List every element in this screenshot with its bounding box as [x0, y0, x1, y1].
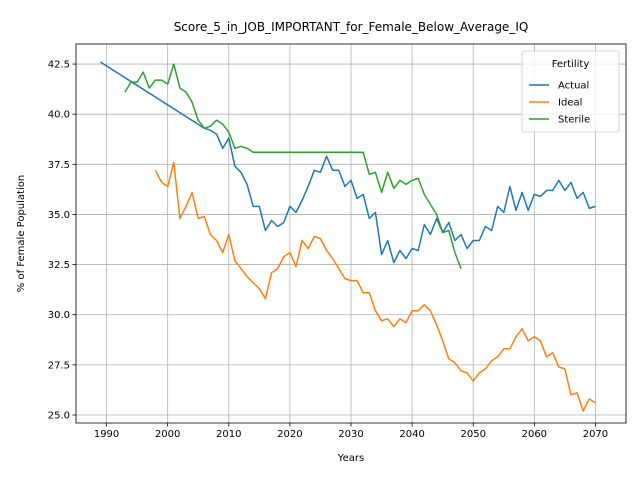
x-tick-label: 2020 — [277, 429, 302, 440]
x-tick-label: 2070 — [583, 429, 608, 440]
x-axis-ticks: 1990 2000 2010 2020 2030 2040 2050 2060 2070 — [94, 423, 608, 440]
y-tick-label: 40.0 — [48, 110, 70, 121]
y-tick-label: 32.5 — [48, 260, 70, 271]
y-tick-label: 25.0 — [48, 410, 70, 421]
legend-box — [521, 50, 620, 133]
chart-title: Score_5_in_JOB_IMPORTANT_for_Female_Belo… — [174, 20, 529, 34]
x-tick-label: 2000 — [155, 429, 180, 440]
x-tick-label: 2030 — [338, 429, 363, 440]
x-tick-label: 2040 — [399, 429, 424, 440]
x-axis-label: Years — [337, 453, 364, 464]
y-tick-label: 35.0 — [48, 210, 70, 221]
y-axis-label: % of Female Population — [16, 175, 27, 292]
x-tick-label: 1990 — [94, 429, 119, 440]
y-tick-label: 37.5 — [48, 160, 70, 171]
series-lines — [99, 61, 596, 412]
series-line-ideal — [154, 161, 596, 412]
x-tick-label: 2010 — [216, 429, 241, 440]
legend: Fertility Actual Ideal Sterile — [521, 50, 620, 133]
series-line-sterile — [124, 63, 462, 269]
legend-label-actual: Actual — [558, 81, 589, 92]
y-tick-label: 42.5 — [48, 60, 70, 71]
legend-label-ideal: Ideal — [558, 98, 582, 109]
y-axis-ticks: 25.0 27.5 30.0 32.5 35.0 37.5 40.0 42.5 — [48, 60, 76, 421]
x-tick-label: 2060 — [522, 429, 547, 440]
y-tick-label: 30.0 — [48, 310, 70, 321]
y-tick-label: 27.5 — [48, 360, 70, 371]
legend-title: Fertility — [552, 59, 590, 70]
series-line-actual — [99, 61, 596, 264]
x-tick-label: 2050 — [460, 429, 485, 440]
legend-label-sterile: Sterile — [558, 115, 590, 126]
